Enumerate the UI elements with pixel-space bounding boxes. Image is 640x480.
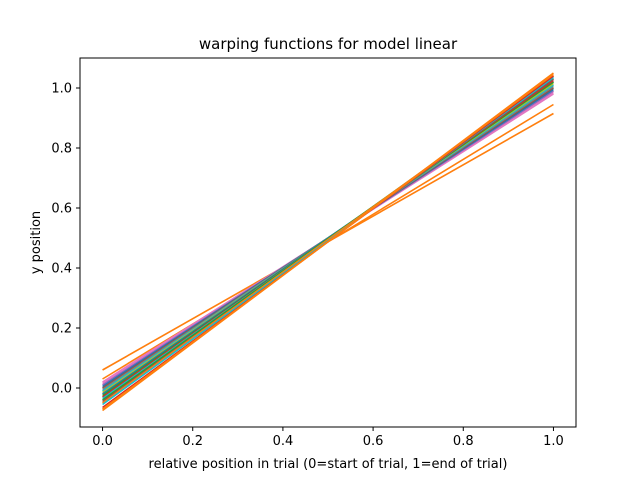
x-tick-label: 1.0 (543, 434, 564, 449)
y-tick-label: 1.0 (51, 82, 72, 97)
y-axis-title: y position (29, 211, 44, 274)
x-tick-label: 0.6 (363, 434, 384, 449)
y-axis-ticks: 0.0 0.2 0.4 0.6 0.8 1.0 (51, 82, 80, 397)
x-axis-title: relative position in trial (0=start of t… (149, 457, 508, 472)
y-tick-label: 0.2 (51, 322, 72, 337)
series-line-21 (102, 72, 554, 412)
y-tick-label: 0.8 (51, 142, 72, 157)
x-tick-label: 0.0 (92, 434, 113, 449)
chart-title: warping functions for model linear (199, 35, 458, 53)
y-tick-label: 0.0 (51, 382, 72, 397)
x-tick-label: 0.2 (182, 434, 203, 449)
plot-frame (79, 57, 577, 428)
x-tick-label: 0.8 (453, 434, 474, 449)
y-tick-label: 0.6 (51, 202, 72, 217)
x-axis-ticks: 0.0 0.2 0.4 0.6 0.8 1.0 (92, 427, 564, 449)
y-tick-label: 0.4 (51, 262, 72, 277)
x-tick-label: 0.4 (273, 434, 294, 449)
series-layer (102, 72, 554, 412)
